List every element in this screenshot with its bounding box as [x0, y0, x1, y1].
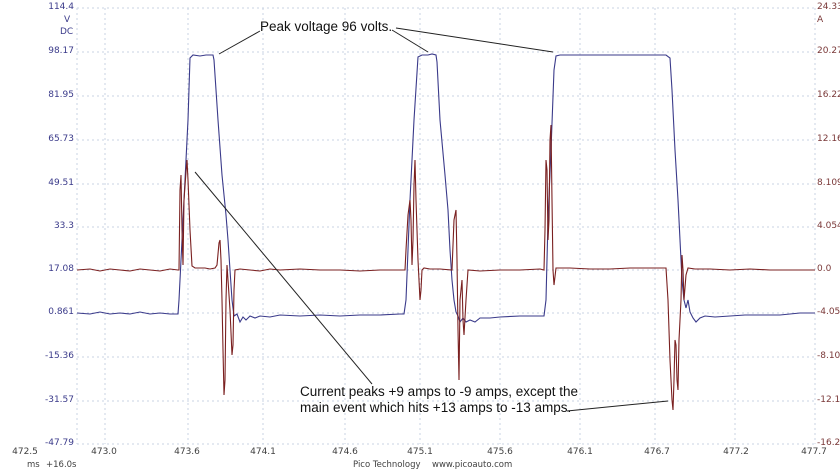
- right-tick: -4.054: [817, 307, 840, 317]
- x-tick: 476.7: [644, 447, 670, 457]
- left-tick: 49.51: [48, 178, 74, 188]
- left-tick: 17.08: [48, 264, 74, 274]
- x-tick: 477.7: [801, 447, 827, 457]
- x-tick: 475.6: [487, 447, 513, 457]
- right-tick: -8.109: [817, 351, 840, 361]
- right-tick: -12.16: [817, 395, 840, 405]
- x-tick: 474.6: [332, 447, 358, 457]
- left-tick: -31.57: [44, 395, 74, 405]
- left-tick: -15.36: [44, 351, 74, 361]
- annotation-peak-voltage: Peak voltage 96 volts.: [260, 19, 393, 34]
- x-tick: 473.0: [91, 447, 117, 457]
- left-tick: -47.79: [44, 438, 74, 448]
- right-unit-a: A: [817, 15, 824, 25]
- right-tick: 12.16: [817, 134, 840, 144]
- x-unit: ms: [27, 460, 40, 470]
- footer-url: www.picoauto.com: [432, 460, 513, 470]
- x-offset: +16.0s: [46, 460, 77, 470]
- footer-brand: Pico Technology: [353, 460, 421, 470]
- right-tick: 16.22: [817, 90, 840, 100]
- x-tick: 475.1: [407, 447, 433, 457]
- right-tick: 24.33: [817, 2, 840, 12]
- callout-lines: [194, 27, 669, 412]
- right-tick: 8.109: [817, 178, 840, 188]
- x-tick: 476.1: [567, 447, 593, 457]
- right-tick: 4.054: [817, 221, 840, 231]
- voltage-trace: [76, 53, 815, 324]
- annotation-current-line2: main event which hits +13 amps to -13 am…: [300, 400, 572, 415]
- left-tick: 98.17: [48, 46, 74, 56]
- current-trace: [76, 124, 815, 411]
- x-tick: 472.5: [12, 447, 38, 457]
- left-tick: 114.4: [48, 2, 74, 12]
- x-tick: 474.1: [250, 447, 276, 457]
- left-tick: 0.861: [48, 307, 74, 317]
- grid: [76, 7, 816, 445]
- right-tick: 0.0: [817, 264, 832, 274]
- right-tick: -16.22: [817, 438, 840, 448]
- right-tick: 20.27: [817, 46, 840, 56]
- left-unit-v: V: [64, 15, 71, 25]
- left-tick: 81.95: [48, 90, 74, 100]
- left-unit-dc: DC: [60, 27, 74, 37]
- left-tick: 33.3: [53, 221, 74, 231]
- x-tick: 473.6: [174, 447, 200, 457]
- x-tick: 477.2: [723, 447, 749, 457]
- left-tick: 65.73: [48, 134, 74, 144]
- annotation-current-line1: Current peaks +9 amps to -9 amps, except…: [300, 384, 579, 399]
